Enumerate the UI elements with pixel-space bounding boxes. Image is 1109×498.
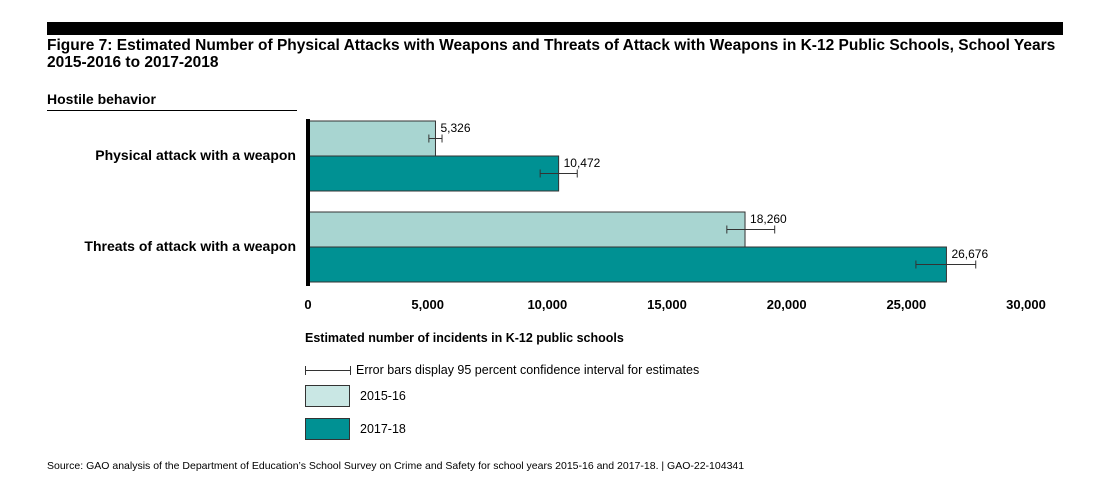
legend-swatch-2015-16 — [305, 385, 350, 407]
legend-swatch-2017-18 — [305, 418, 350, 440]
bar — [307, 211, 746, 248]
legend-label-2017-18: 2017-18 — [360, 422, 406, 436]
x-tick-label: 20,000 — [767, 297, 807, 312]
bar — [307, 246, 947, 283]
figure-title: Figure 7: Estimated Number of Physical A… — [47, 37, 1056, 71]
data-label: 26,676 — [951, 247, 988, 261]
x-tick-label: 30,000 — [1006, 297, 1046, 312]
category-label: Threats of attack with a weapon — [84, 238, 296, 254]
x-tick-label: 0 — [304, 297, 311, 312]
x-tick-label: 10,000 — [527, 297, 567, 312]
x-axis-label: Estimated number of incidents in K-12 pu… — [305, 331, 624, 345]
top-rule — [47, 22, 1063, 35]
data-label: 18,260 — [750, 212, 787, 226]
bar — [307, 120, 436, 157]
legend-item-2015-16: 2015-16 — [305, 385, 406, 407]
category-header: Hostile behavior — [47, 91, 297, 111]
x-tick-label: 5,000 — [411, 297, 444, 312]
legend-item-2017-18: 2017-18 — [305, 418, 406, 440]
error-bar-note: Error bars display 95 percent confidence… — [356, 363, 700, 377]
x-tick-label: 25,000 — [886, 297, 926, 312]
data-label: 5,326 — [440, 121, 470, 135]
category-label: Physical attack with a weapon — [95, 147, 296, 163]
data-label: 10,472 — [564, 156, 601, 170]
x-tick-label: 15,000 — [647, 297, 687, 312]
error-bar-legend: Error bars display 95 percent confidence… — [305, 363, 699, 377]
bar — [307, 155, 560, 192]
legend-label-2015-16: 2015-16 — [360, 389, 406, 403]
source-note: Source: GAO analysis of the Department o… — [47, 460, 745, 472]
error-bar-sample-icon — [305, 365, 351, 375]
